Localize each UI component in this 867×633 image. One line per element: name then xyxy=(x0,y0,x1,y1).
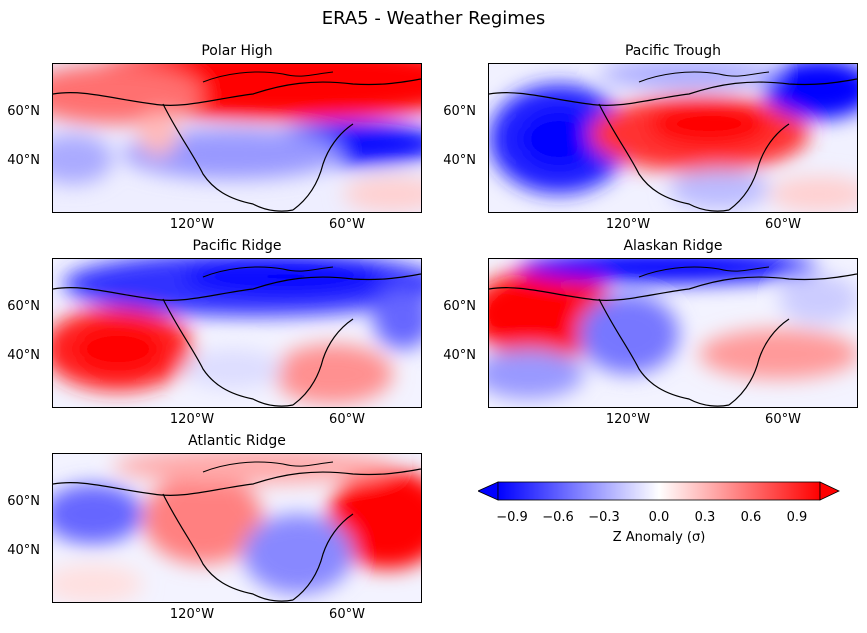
y-tick-60n: 60°N xyxy=(7,494,40,509)
colorbar-tick: 0.6 xyxy=(740,510,762,525)
y-tick-40n: 40°N xyxy=(443,153,476,168)
colorbar-tick: −0.9 xyxy=(496,510,528,525)
colorbar-tick: 0.3 xyxy=(694,510,716,525)
x-tick-60w: 60°W xyxy=(765,412,801,427)
colorbar-tick: 0.9 xyxy=(786,510,808,525)
panel-title-pacific-ridge: Pacific Ridge xyxy=(192,238,282,254)
x-tick-60w: 60°W xyxy=(329,412,365,427)
x-tick-60w: 60°W xyxy=(329,607,365,622)
map-pacific-trough xyxy=(488,63,858,213)
y-tick-40n: 40°N xyxy=(7,543,40,558)
colorbar xyxy=(477,481,840,501)
map-alaskan-ridge xyxy=(488,258,858,408)
panel-title-alaskan-ridge: Alaskan Ridge xyxy=(623,238,723,254)
map-polar-high xyxy=(52,63,422,213)
panel-title-atlantic-ridge: Atlantic Ridge xyxy=(188,433,286,449)
x-tick-60w: 60°W xyxy=(329,217,365,232)
figure-title: ERA5 - Weather Regimes xyxy=(321,8,546,29)
x-tick-120w: 120°W xyxy=(605,412,651,427)
y-tick-40n: 40°N xyxy=(443,348,476,363)
y-tick-60n: 60°N xyxy=(7,299,40,314)
x-tick-120w: 120°W xyxy=(169,217,215,232)
colorbar-tick: −0.6 xyxy=(542,510,574,525)
y-tick-60n: 60°N xyxy=(7,104,40,119)
x-tick-120w: 120°W xyxy=(605,217,651,232)
x-tick-60w: 60°W xyxy=(765,217,801,232)
x-tick-120w: 120°W xyxy=(169,412,215,427)
x-tick-120w: 120°W xyxy=(169,607,215,622)
colorbar-tick: 0.0 xyxy=(648,510,670,525)
colorbar-gradient xyxy=(477,481,840,501)
colorbar-label: Z Anomaly (σ) xyxy=(612,530,706,545)
map-atlantic-ridge xyxy=(52,453,422,603)
y-tick-40n: 40°N xyxy=(7,348,40,363)
panel-title-polar-high: Polar High xyxy=(201,43,273,59)
y-tick-40n: 40°N xyxy=(7,153,40,168)
colorbar-tick: −0.3 xyxy=(588,510,620,525)
map-pacific-ridge xyxy=(52,258,422,408)
y-tick-60n: 60°N xyxy=(443,104,476,119)
panel-title-pacific-trough: Pacific Trough xyxy=(624,43,722,59)
y-tick-60n: 60°N xyxy=(443,299,476,314)
